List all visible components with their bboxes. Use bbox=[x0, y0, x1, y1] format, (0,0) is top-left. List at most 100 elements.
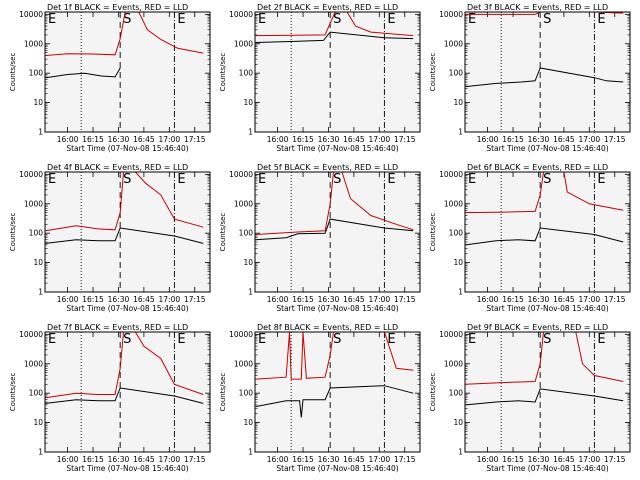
x-tick-label: 16:30 bbox=[528, 135, 550, 144]
x-tick-label: 17:00 bbox=[579, 455, 601, 464]
y-tick-label: 100 bbox=[449, 389, 464, 398]
x-tick-label: 16:45 bbox=[133, 295, 155, 304]
x-tick-label: 17:15 bbox=[184, 135, 206, 144]
time-marker-label: E bbox=[48, 332, 56, 347]
x-axis-title: Start Time (07-Nov-08 15:46:40) bbox=[66, 304, 188, 313]
y-axis-title: Counts/sec bbox=[429, 53, 437, 92]
events-series-line bbox=[465, 227, 624, 246]
detector-panel: Det 7f BLACK = Events, RED = LLD 1 10 100 10… bbox=[9, 323, 211, 473]
events-series-line bbox=[255, 385, 414, 418]
time-marker-label: E bbox=[258, 332, 266, 347]
events-series-line bbox=[465, 388, 624, 406]
time-marker-label: E bbox=[177, 332, 185, 347]
detector-panel: Det 4f BLACK = Events, RED = LLD 1 10 100 10… bbox=[9, 163, 211, 313]
detector-panel: Det 3f BLACK = Events, RED = LLD 1 10 100 10… bbox=[429, 3, 631, 153]
time-marker-label: E bbox=[597, 172, 605, 187]
x-tick-label: 17:00 bbox=[579, 295, 601, 304]
time-marker-label: E bbox=[48, 172, 56, 187]
y-tick-label: 10000 bbox=[439, 330, 463, 339]
x-axis-title: Start Time (07-Nov-08 15:46:40) bbox=[486, 144, 608, 153]
y-tick-label: 10 bbox=[243, 98, 253, 107]
x-axis-title: Start Time (07-Nov-08 15:46:40) bbox=[486, 304, 608, 313]
y-tick-label: 1 bbox=[38, 288, 43, 297]
plot-frame bbox=[464, 171, 631, 293]
detector-panel: Det 1f BLACK = Events, RED = LLD 1 10 100 10… bbox=[9, 3, 211, 153]
x-tick-label: 16:15 bbox=[82, 295, 104, 304]
x-tick-label: 16:00 bbox=[477, 295, 499, 304]
panel-title: Det 8f BLACK = Events, RED = LLD bbox=[257, 323, 398, 332]
x-tick-label: 16:00 bbox=[267, 455, 289, 464]
x-tick-label: 16:45 bbox=[343, 135, 365, 144]
plot-area bbox=[45, 12, 210, 132]
y-axis-title: Counts/sec bbox=[219, 53, 227, 92]
x-tick-label: 16:30 bbox=[528, 295, 550, 304]
x-axis-title: Start Time (07-Nov-08 15:46:40) bbox=[486, 464, 608, 473]
y-tick-label: 10 bbox=[33, 418, 43, 427]
x-tick-label: 16:30 bbox=[108, 135, 130, 144]
y-tick-label: 10000 bbox=[229, 170, 253, 179]
plot-area bbox=[465, 332, 630, 452]
time-marker-label: E bbox=[468, 172, 476, 187]
x-tick-label: 17:15 bbox=[604, 455, 626, 464]
y-tick-label: 1000 bbox=[444, 39, 463, 48]
y-axis-title: Counts/sec bbox=[219, 373, 227, 412]
lld-series-line bbox=[255, 172, 414, 235]
x-tick-label: 16:00 bbox=[267, 135, 289, 144]
plot-area bbox=[45, 172, 210, 292]
y-tick-label: 1 bbox=[248, 448, 253, 457]
y-tick-label: 100 bbox=[29, 229, 44, 238]
x-tick-label: 17:15 bbox=[394, 295, 416, 304]
lld-series-line bbox=[255, 12, 414, 37]
y-tick-label: 100 bbox=[449, 229, 464, 238]
events-series-line bbox=[45, 387, 204, 404]
x-tick-label: 16:00 bbox=[477, 455, 499, 464]
x-tick-label: 16:45 bbox=[343, 295, 365, 304]
y-tick-label: 1 bbox=[38, 448, 43, 457]
lld-series-line bbox=[45, 12, 204, 56]
x-tick-label: 16:30 bbox=[108, 455, 130, 464]
plot-frame bbox=[44, 171, 211, 293]
time-marker-label: E bbox=[597, 12, 605, 27]
lld-series-line bbox=[45, 172, 204, 232]
y-tick-label: 10000 bbox=[439, 10, 463, 19]
x-tick-label: 16:00 bbox=[57, 135, 79, 144]
panel-title: Det 6f BLACK = Events, RED = LLD bbox=[467, 163, 608, 172]
time-marker-label: E bbox=[177, 12, 185, 27]
y-axis-title: Counts/sec bbox=[429, 213, 437, 252]
x-tick-label: 17:15 bbox=[184, 455, 206, 464]
time-marker-label: S bbox=[333, 332, 341, 347]
events-series-line bbox=[255, 31, 414, 43]
x-tick-label: 16:45 bbox=[553, 135, 575, 144]
plot-area bbox=[45, 332, 210, 452]
time-marker-label: E bbox=[387, 12, 395, 27]
y-tick-label: 1 bbox=[458, 128, 463, 137]
x-tick-label: 16:30 bbox=[528, 455, 550, 464]
lld-series-line bbox=[255, 332, 414, 380]
y-tick-label: 10 bbox=[453, 258, 463, 267]
y-tick-label: 1000 bbox=[234, 199, 253, 208]
y-tick-label: 100 bbox=[239, 229, 254, 238]
events-series-line bbox=[45, 67, 121, 79]
y-tick-label: 100 bbox=[449, 69, 464, 78]
x-tick-label: 17:00 bbox=[369, 295, 391, 304]
y-tick-label: 1000 bbox=[234, 359, 253, 368]
panel-title: Det 1f BLACK = Events, RED = LLD bbox=[47, 3, 188, 12]
panel-title: Det 9f BLACK = Events, RED = LLD bbox=[467, 323, 608, 332]
y-tick-label: 1000 bbox=[444, 199, 463, 208]
y-axis-title: Counts/sec bbox=[9, 53, 17, 92]
x-tick-label: 16:45 bbox=[343, 455, 365, 464]
time-marker-label: E bbox=[597, 332, 605, 347]
lld-series-line bbox=[45, 332, 204, 399]
x-tick-label: 16:15 bbox=[82, 135, 104, 144]
y-axis-title: Counts/sec bbox=[9, 213, 17, 252]
plot-area bbox=[255, 332, 420, 452]
x-axis-title: Start Time (07-Nov-08 15:46:40) bbox=[66, 144, 188, 153]
time-marker-label: E bbox=[48, 12, 56, 27]
y-tick-label: 100 bbox=[29, 69, 44, 78]
x-tick-label: 16:30 bbox=[108, 295, 130, 304]
x-tick-label: 16:15 bbox=[292, 455, 314, 464]
x-tick-label: 16:00 bbox=[57, 295, 79, 304]
panel-title: Det 7f BLACK = Events, RED = LLD bbox=[47, 323, 188, 332]
time-marker-label: S bbox=[123, 172, 131, 187]
y-tick-label: 100 bbox=[239, 69, 254, 78]
